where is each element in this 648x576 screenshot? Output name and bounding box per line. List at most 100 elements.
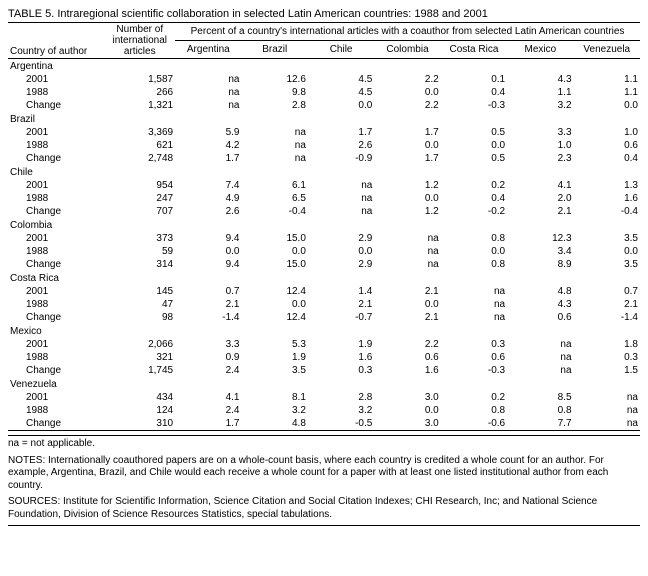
cell-n: 124 <box>104 404 175 417</box>
cell-value: 1.4 <box>308 285 374 298</box>
cell-n: 373 <box>104 232 175 245</box>
row-label: 2001 <box>8 232 104 245</box>
cell-n: 621 <box>104 139 175 152</box>
cell-value: 3.3 <box>175 338 241 351</box>
cell-value: 0.0 <box>441 139 507 152</box>
country-name: Mexico <box>8 324 640 338</box>
cell-value: 0.0 <box>574 245 640 258</box>
cell-value: 7.4 <box>175 179 241 192</box>
cell-value: 2.6 <box>175 205 241 218</box>
footnote-na: na = not applicable. <box>8 435 640 451</box>
country-name: Chile <box>8 165 640 179</box>
hdr-col: Chile <box>308 41 374 59</box>
cell-value: 0.0 <box>374 86 440 99</box>
cell-value: 12.6 <box>242 73 308 86</box>
cell-value: 1.7 <box>175 152 241 165</box>
cell-value: 6.5 <box>242 192 308 205</box>
cell-value: 3.5 <box>242 364 308 377</box>
cell-value: 2.1 <box>374 285 440 298</box>
row-label: 1988 <box>8 404 104 417</box>
cell-value: 0.8 <box>441 404 507 417</box>
cell-value: na <box>242 126 308 139</box>
cell-value: 1.7 <box>374 126 440 139</box>
cell-value: 2.0 <box>507 192 573 205</box>
cell-value: 1.0 <box>507 139 573 152</box>
cell-value: na <box>441 285 507 298</box>
cell-value: 8.1 <box>242 391 308 404</box>
cell-n: 310 <box>104 417 175 431</box>
cell-value: 2.9 <box>308 258 374 271</box>
cell-value: 3.4 <box>507 245 573 258</box>
cell-value: na <box>308 179 374 192</box>
table-row: 20011450.712.41.42.1na4.80.7 <box>8 285 640 298</box>
cell-value: 3.0 <box>374 391 440 404</box>
row-label: 1988 <box>8 245 104 258</box>
table-row: 1988266na9.84.50.00.41.11.1 <box>8 86 640 99</box>
cell-value: 2.1 <box>574 298 640 311</box>
cell-value: 4.1 <box>175 391 241 404</box>
cell-value: 1.0 <box>574 126 640 139</box>
cell-value: 8.5 <box>507 391 573 404</box>
cell-value: -0.5 <box>308 417 374 431</box>
cell-value: na <box>507 338 573 351</box>
cell-n: 1,321 <box>104 99 175 112</box>
row-label: 1988 <box>8 139 104 152</box>
country-name: Venezuela <box>8 377 640 391</box>
cell-n: 266 <box>104 86 175 99</box>
row-label: Change <box>8 311 104 324</box>
table-row: Change3149.415.02.9na0.88.93.5 <box>8 258 640 271</box>
cell-value: 3.5 <box>574 232 640 245</box>
table-body: Argentina20011,587na12.64.52.20.14.31.11… <box>8 59 640 431</box>
cell-value: 9.4 <box>175 258 241 271</box>
table-row: Change7072.6-0.4na1.2-0.22.1-0.4 <box>8 205 640 218</box>
cell-value: 0.3 <box>574 351 640 364</box>
row-label: 1988 <box>8 192 104 205</box>
cell-value: 2.2 <box>374 338 440 351</box>
table-title: TABLE 5. Intraregional scientific collab… <box>8 8 640 20</box>
country-name: Colombia <box>8 218 640 232</box>
cell-value: 0.6 <box>507 311 573 324</box>
cell-value: 2.2 <box>374 99 440 112</box>
cell-value: 4.1 <box>507 179 573 192</box>
cell-value: 0.0 <box>574 99 640 112</box>
cell-value: 0.8 <box>507 404 573 417</box>
cell-n: 1,745 <box>104 364 175 377</box>
cell-value: 4.3 <box>507 298 573 311</box>
row-label: 2001 <box>8 126 104 139</box>
cell-value: na <box>441 298 507 311</box>
cell-value: 4.8 <box>507 285 573 298</box>
cell-value: 2.9 <box>308 232 374 245</box>
cell-value: -0.6 <box>441 417 507 431</box>
cell-value: 1.7 <box>175 417 241 431</box>
cell-value: -0.4 <box>242 205 308 218</box>
cell-value: 0.9 <box>175 351 241 364</box>
cell-value: 2.8 <box>242 99 308 112</box>
cell-value: na <box>308 205 374 218</box>
row-label: Change <box>8 99 104 112</box>
cell-value: 0.2 <box>441 391 507 404</box>
cell-value: 5.3 <box>242 338 308 351</box>
cell-n: 3,369 <box>104 126 175 139</box>
hdr-percent-span: Percent of a country's international art… <box>175 23 640 41</box>
cell-value: 12.3 <box>507 232 573 245</box>
cell-value: -1.4 <box>175 311 241 324</box>
cell-value: 1.1 <box>507 86 573 99</box>
cell-value: 0.0 <box>242 245 308 258</box>
cell-value: 0.0 <box>441 245 507 258</box>
cell-value: 4.5 <box>308 86 374 99</box>
cell-value: 4.9 <box>175 192 241 205</box>
row-label: 2001 <box>8 285 104 298</box>
cell-value: 0.0 <box>374 404 440 417</box>
cell-value: 1.9 <box>242 351 308 364</box>
cell-value: 0.4 <box>574 152 640 165</box>
row-label: Change <box>8 364 104 377</box>
cell-value: na <box>374 245 440 258</box>
cell-value: 1.7 <box>374 152 440 165</box>
cell-value: na <box>175 99 241 112</box>
cell-value: -1.4 <box>574 311 640 324</box>
cell-value: -0.9 <box>308 152 374 165</box>
row-label: Change <box>8 417 104 431</box>
sources-text: SOURCES: Institute for Scientific Inform… <box>8 496 640 526</box>
row-label: Change <box>8 258 104 271</box>
cell-value: 0.0 <box>374 298 440 311</box>
